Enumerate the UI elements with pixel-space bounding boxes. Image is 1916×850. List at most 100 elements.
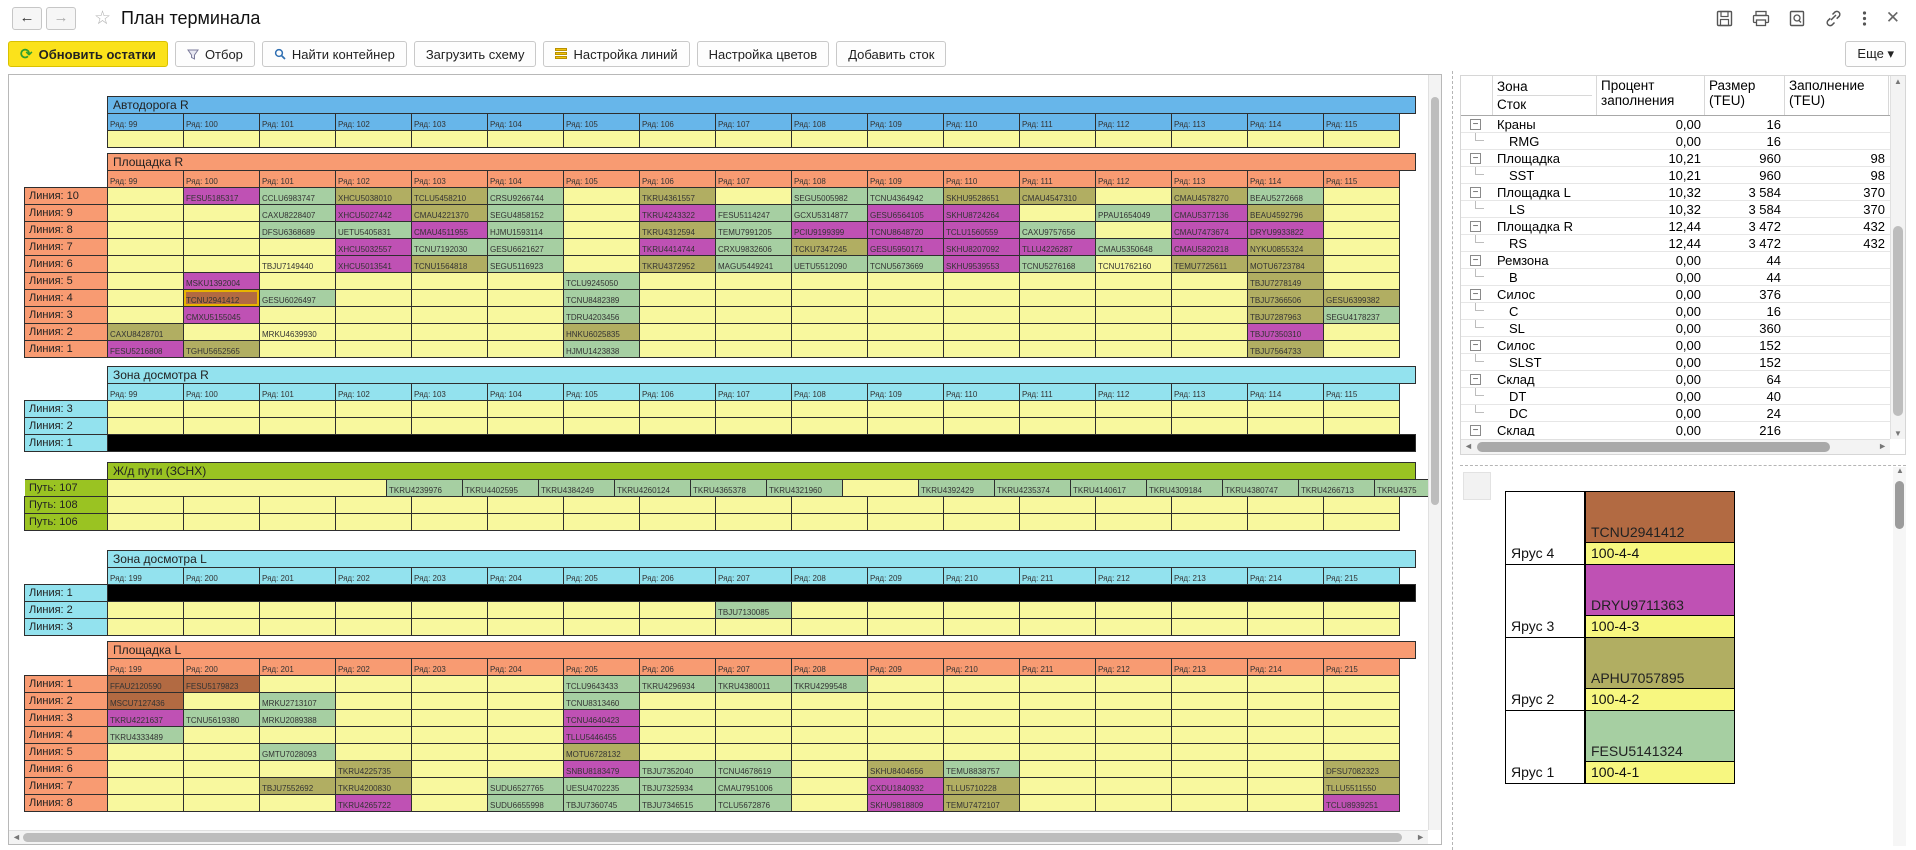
close-icon[interactable]: ✕ [1885, 8, 1900, 27]
container-cell[interactable]: TDRU4203456 [563, 306, 640, 324]
plan-cell[interactable] [563, 417, 640, 435]
selected-container-cell[interactable]: TCNU2941412 [183, 289, 260, 307]
plan-cell[interactable] [639, 618, 716, 636]
plan-cell[interactable] [411, 726, 488, 744]
container-cell[interactable]: TBJU7287963 [1247, 306, 1324, 324]
container-cell[interactable]: TKRU4375 [1374, 479, 1428, 497]
plan-cell[interactable] [335, 306, 412, 324]
plan-cell[interactable] [487, 726, 564, 744]
container-cell[interactable]: CMAU4221370 [411, 204, 488, 222]
container-cell[interactable]: SKHU8724264 [943, 204, 1020, 222]
plan-cell[interactable] [259, 496, 336, 514]
container-cell[interactable]: PCIU9199399 [791, 221, 868, 239]
container-cell[interactable]: TKRU4365378 [690, 479, 767, 497]
plan-cell[interactable] [563, 187, 640, 205]
plan-cell[interactable] [1095, 513, 1172, 531]
plan-cell[interactable] [411, 601, 488, 619]
plan-cell[interactable] [1019, 726, 1096, 744]
plan-cell[interactable] [1095, 675, 1172, 693]
plan-vertical-scrollbar[interactable] [1428, 75, 1441, 830]
collapse-toggle-icon[interactable]: − [1470, 289, 1481, 300]
container-cell[interactable]: CAXU8428701 [107, 323, 184, 341]
plan-cell[interactable] [1247, 794, 1324, 812]
plan-cell[interactable] [411, 306, 488, 324]
plan-cell[interactable] [1171, 323, 1248, 341]
plan-cell[interactable] [791, 340, 868, 358]
plan-cell[interactable] [867, 743, 944, 761]
plan-cell[interactable] [1019, 675, 1096, 693]
container-cell[interactable]: FFAU2120590 [107, 675, 184, 693]
plan-cell[interactable] [183, 692, 260, 710]
stack-tier-row[interactable]: Ярус 2 APHU7057895 100-4-2 [1505, 637, 1736, 711]
plan-cell[interactable] [791, 306, 868, 324]
container-cell[interactable]: PPAU1654049 [1095, 204, 1172, 222]
container-cell[interactable]: CMAU4511955 [411, 221, 488, 239]
plan-cell[interactable] [183, 323, 260, 341]
plan-cell[interactable] [259, 130, 336, 148]
container-cell[interactable]: TCNU4678619 [715, 760, 792, 778]
plan-cell[interactable] [1019, 709, 1096, 727]
plan-cell[interactable] [1095, 306, 1172, 324]
container-cell[interactable]: GESU6564105 [867, 204, 944, 222]
plan-cell[interactable] [867, 340, 944, 358]
plan-cell[interactable] [1019, 777, 1096, 795]
zone-table-vertical-scrollbar[interactable]: ▲ ▼ [1890, 76, 1905, 439]
container-cell[interactable]: CRXU9832606 [715, 238, 792, 256]
container-cell[interactable]: UETU5405831 [335, 221, 412, 239]
container-cell[interactable]: GESU6026497 [259, 289, 336, 307]
plan-cell[interactable] [1095, 794, 1172, 812]
container-cell[interactable]: FESU5179823 [183, 675, 260, 693]
plan-cell[interactable] [639, 340, 716, 358]
plan-cell[interactable] [563, 496, 640, 514]
container-cell[interactable]: TKRU4243322 [639, 204, 716, 222]
plan-cell[interactable] [943, 743, 1020, 761]
plan-cell[interactable] [1247, 709, 1324, 727]
plan-cell[interactable] [1247, 743, 1324, 761]
container-cell[interactable]: DFSU7082323 [1323, 760, 1400, 778]
plan-cell[interactable] [335, 340, 412, 358]
plan-cell[interactable] [943, 323, 1020, 341]
plan-cell[interactable] [183, 513, 260, 531]
container-cell[interactable]: MRKU2713107 [259, 692, 336, 710]
column-header-zone[interactable]: Зона [1497, 78, 1592, 96]
plan-cell[interactable] [183, 204, 260, 222]
plan-cell[interactable] [487, 601, 564, 619]
container-cell[interactable]: CMAU7473674 [1171, 221, 1248, 239]
container-cell[interactable]: TCNU8648720 [867, 221, 944, 239]
plan-cell[interactable] [335, 709, 412, 727]
plan-cell[interactable] [1247, 417, 1324, 435]
plan-cell[interactable] [1323, 513, 1400, 531]
plan-cell[interactable] [1095, 743, 1172, 761]
plan-cell[interactable] [1323, 601, 1400, 619]
plan-cell[interactable] [107, 777, 184, 795]
container-cell[interactable]: TGHU5652565 [183, 340, 260, 358]
plan-cell[interactable] [791, 289, 868, 307]
plan-cell[interactable] [335, 496, 412, 514]
plan-cell[interactable] [411, 743, 488, 761]
plan-cell[interactable] [183, 777, 260, 795]
plan-cell[interactable] [842, 479, 919, 497]
plan-cell[interactable] [1247, 726, 1324, 744]
container-cell[interactable]: FESU5216808 [107, 340, 184, 358]
plan-cell[interactable] [259, 238, 336, 256]
plan-cell[interactable] [1323, 221, 1400, 239]
plan-cell[interactable] [335, 289, 412, 307]
print-icon[interactable] [1752, 10, 1770, 27]
plan-cell[interactable] [1019, 618, 1096, 636]
plan-cell[interactable] [1247, 400, 1324, 418]
plan-cell[interactable] [107, 306, 184, 324]
plan-cell[interactable] [791, 130, 868, 148]
zone-stock-row[interactable]: DT 0,00 40 [1461, 388, 1905, 405]
plan-cell[interactable] [943, 417, 1020, 435]
plan-cell[interactable] [943, 692, 1020, 710]
plan-cell[interactable] [183, 130, 260, 148]
plan-cell[interactable] [867, 618, 944, 636]
plan-cell[interactable] [259, 513, 336, 531]
container-cell[interactable]: TEMU7991205 [715, 221, 792, 239]
plan-cell[interactable] [791, 272, 868, 290]
plan-cell[interactable] [259, 417, 336, 435]
container-cell[interactable]: SEGU4178237 [1323, 306, 1400, 324]
plan-cell[interactable] [943, 496, 1020, 514]
plan-cell[interactable] [715, 130, 792, 148]
container-cell[interactable]: TBJU7130085 [715, 601, 792, 619]
